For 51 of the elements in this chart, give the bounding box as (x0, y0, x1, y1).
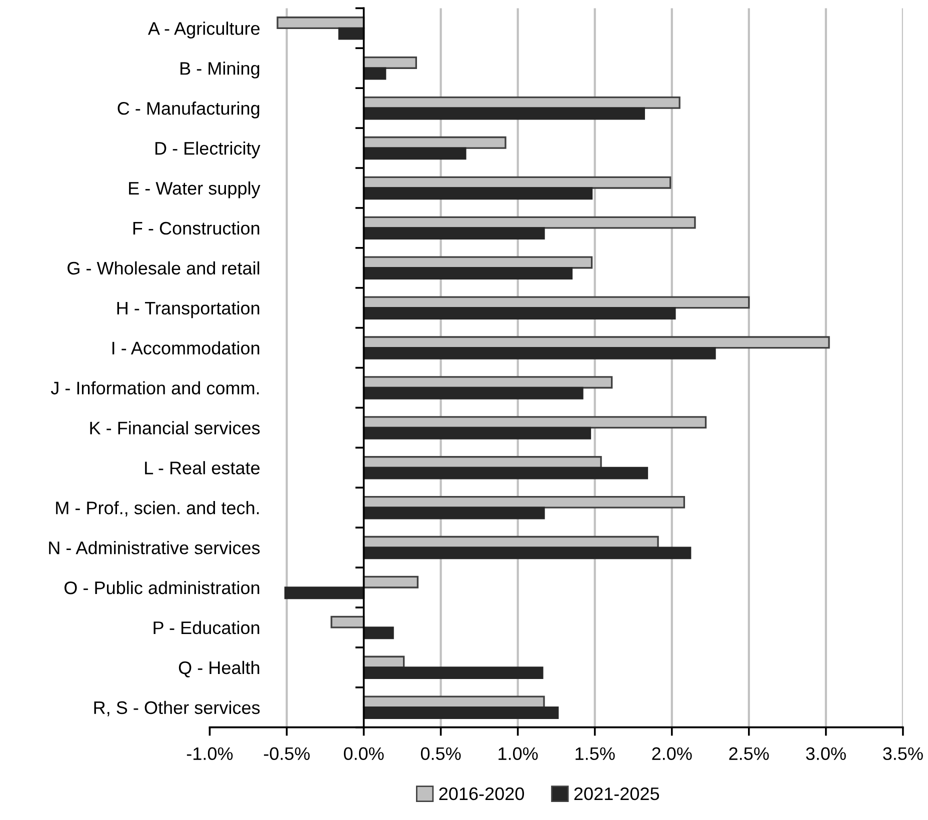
y-tick-label: M - Prof., scien. and tech. (56, 501, 259, 516)
y-tick-label: N - Administrative services (49, 541, 260, 554)
y-tick-label: E - Water supply (129, 181, 260, 198)
x-tick-label: -1.0% (186, 747, 233, 760)
bar (362, 267, 573, 280)
bar (362, 67, 386, 80)
bar (362, 386, 584, 400)
legend-label: 2016-2020 (439, 787, 524, 800)
bar (362, 546, 692, 560)
bar (362, 666, 544, 680)
x-tick-label: 0.0% (344, 747, 384, 760)
bar (362, 187, 593, 200)
bar (362, 626, 394, 640)
y-tick-label: Q - Health (178, 660, 260, 678)
y-tick-label: I - Accommodation (112, 341, 260, 355)
y-tick-label: P - Education (154, 620, 260, 634)
y-tick-label: O - Public administration (64, 580, 260, 594)
x-tick-label: -0.5% (264, 747, 310, 760)
bar (362, 706, 559, 719)
x-tick-label: 3.5% (883, 747, 923, 760)
y-tick-label: K - Financial services (90, 421, 260, 434)
bar (330, 616, 365, 628)
bar (362, 506, 545, 520)
bar (362, 147, 466, 160)
bar (362, 426, 592, 440)
y-tick-label: L - Real estate (145, 461, 260, 474)
y-tick-label: R, S - Other services (94, 700, 260, 716)
x-tick-label: 2.0% (652, 747, 692, 760)
x-tick-label: 2.5% (729, 747, 769, 760)
bar (362, 346, 716, 360)
bar (362, 56, 417, 69)
y-tick-label: B - Mining (180, 62, 260, 78)
x-tick-label: 0.5% (420, 747, 461, 760)
bar (362, 466, 648, 480)
y-tick-label: F - Construction (133, 221, 260, 235)
legend-label: 2021-2025 (574, 787, 660, 800)
bar (362, 576, 419, 588)
x-tick-label: 1.0% (498, 747, 538, 760)
bar (362, 307, 676, 320)
y-tick-label: C - Manufacturing (118, 102, 260, 118)
y-tick-label: J - Information and comm. (50, 381, 259, 394)
bar (362, 227, 545, 240)
y-tick-label: A - Agriculture (148, 22, 260, 38)
y-tick-label: H - Transportation (117, 301, 260, 318)
bar (362, 107, 645, 120)
bar (284, 586, 365, 600)
bar (338, 27, 365, 40)
y-tick-label: G - Wholesale and retail (68, 261, 260, 275)
x-tick-label: 3.0% (806, 747, 846, 760)
y-tick-label: D - Electricity (155, 141, 260, 158)
x-tick-label: 1.5% (576, 747, 615, 760)
